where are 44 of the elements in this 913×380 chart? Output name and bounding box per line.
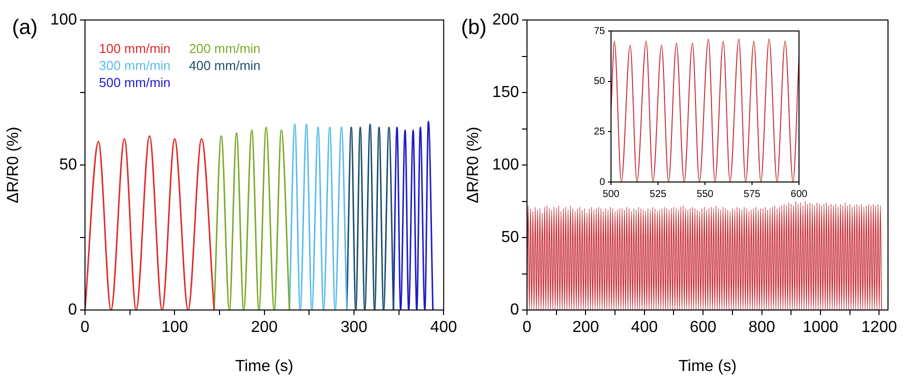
text: 500 mm/min [99,75,171,90]
x-axis-title: Time (s) [235,358,294,375]
y-tick-label: 50 [501,228,520,246]
y-tick-label: 100 [50,11,78,28]
y-axis-title: ΔR/R0 (%) [5,126,22,204]
line-series [611,38,799,182]
x-tick-label: 550 [696,188,714,200]
y-tick-label: 0 [68,301,78,318]
text: 100 mm/min [99,41,171,56]
x-tick-label: 800 [748,319,776,336]
x-tick-label: 575 [744,188,761,200]
x-tick-label: 1200 [861,319,898,336]
x-tick-label: 525 [650,188,667,200]
y-tick-label: 25 [594,126,606,138]
line-series [213,126,290,310]
y-tick-label: 0 [510,301,520,318]
y-tick-label: 150 [492,84,520,101]
x-axis-title: Time (s) [678,358,737,375]
y-axis-title: ΔR/R0 (%) [465,126,482,204]
x-tick-label: 400 [631,319,658,336]
x-tick-label: 400 [430,319,458,336]
y-tick-label: 50 [59,156,78,174]
chart-title: (a) [12,16,38,39]
text: 400 mm/min [189,58,261,73]
line-series [392,120,434,310]
x-tick-label: 1000 [802,319,838,336]
text: 200 mm/min [189,41,261,56]
chart-title: (b) [461,16,487,39]
line-series [527,200,882,310]
y-tick-label: 50 [594,76,606,88]
line-series [85,135,215,310]
y-tick-label: 100 [492,156,520,174]
y-tick-label: 0 [599,176,606,188]
x-tick-label: 100 [161,319,188,336]
x-tick-label: 0 [522,319,532,336]
x-tick-label: 200 [250,319,278,336]
y-tick-label: 75 [594,26,606,37]
x-tick-label: 500 [602,188,620,200]
x-tick-label: 600 [790,188,808,200]
x-tick-label: 300 [340,319,368,336]
x-tick-label: 0 [80,319,90,336]
y-tick-label: 200 [492,11,520,28]
text: 300 mm/min [99,58,171,73]
x-tick-label: 600 [690,319,717,336]
